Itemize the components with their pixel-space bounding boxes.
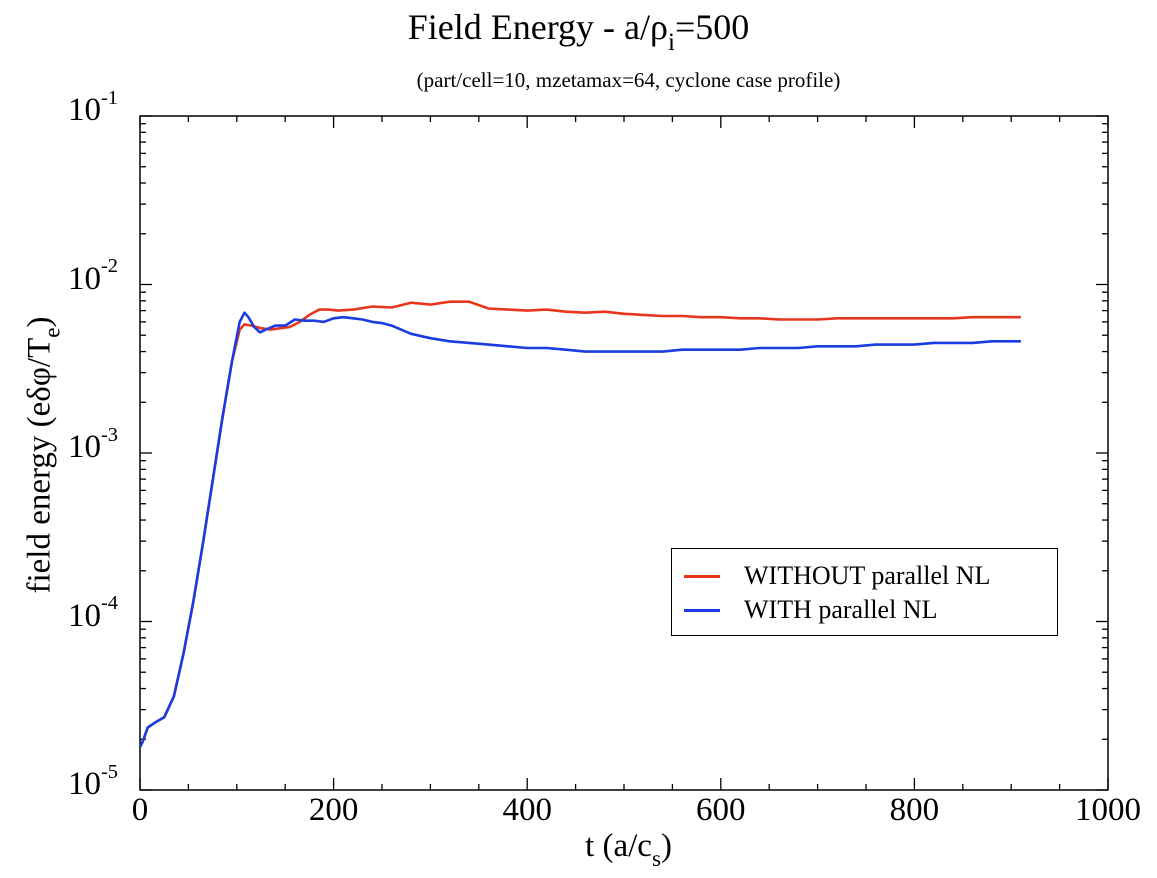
legend-swatch-with	[684, 608, 720, 612]
axis-ticks	[139, 115, 1109, 791]
legend: WITHOUT parallel NL WITH parallel NL	[671, 548, 1058, 636]
series-line-with-parallel-nl	[138, 311, 1021, 748]
series-line-without-parallel-nl	[138, 300, 1021, 748]
y-tick-label: 10-2	[68, 255, 119, 297]
series-lines	[138, 300, 1021, 748]
x-axis-label: t (a/cs)	[585, 828, 672, 872]
y-tick-label: 10-1	[68, 86, 119, 128]
x-tick-label: 200	[308, 792, 359, 828]
legend-swatch-without	[684, 574, 720, 578]
plot-frame	[139, 115, 1109, 791]
y-tick-label: 10-5	[68, 760, 119, 802]
x-tick-label: 600	[696, 792, 746, 828]
x-tick-label: 1000	[1075, 792, 1141, 828]
legend-label-without: WITHOUT parallel NL	[744, 561, 991, 590]
y-axis-label: field energy (eδφ/Te)	[21, 316, 65, 594]
x-tick-label: 400	[502, 792, 552, 828]
x-tick-label: 0	[131, 792, 149, 828]
y-tick-label: 10-3	[68, 423, 119, 465]
chart-subtitle: (part/cell=10, mzetamax=64, cyclone case…	[416, 68, 841, 92]
chart-title: Field Energy - a/ρi=500	[407, 7, 750, 57]
x-tick-label: 800	[889, 792, 940, 828]
legend-label-with: WITH parallel NL	[744, 595, 938, 624]
y-tick-label: 10-4	[68, 592, 119, 634]
legend-entry-without: WITHOUT parallel NL	[684, 561, 990, 591]
legend-entry-with: WITH parallel NL	[684, 595, 937, 625]
